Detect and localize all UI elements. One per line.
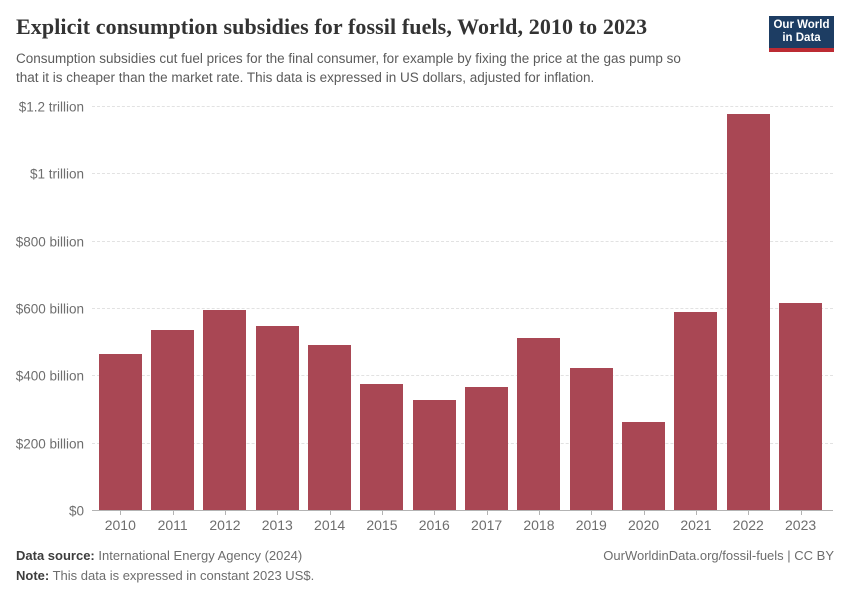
y-tick-label: $400 billion	[15, 368, 84, 384]
x-tick-label-2010: 2010	[104, 517, 136, 533]
x-tick-label-2012: 2012	[209, 517, 241, 533]
x-tick-2012	[224, 511, 226, 515]
gridline-400	[92, 375, 833, 377]
gridline-1200	[92, 106, 833, 107]
gridline-600	[92, 308, 833, 309]
bar-2015[interactable]	[360, 383, 404, 510]
data-source-label: Data source:	[16, 548, 95, 563]
data-source-value: International Energy Agency (2024)	[98, 548, 303, 563]
x-tick-2023	[800, 511, 802, 515]
bar-2017[interactable]	[465, 387, 509, 510]
owid-logo: Our World in Data	[769, 16, 834, 52]
bar-2014[interactable]	[308, 345, 352, 510]
bar-2023[interactable]	[779, 302, 823, 510]
bar-2020[interactable]	[622, 421, 666, 510]
x-tick-2016	[434, 511, 436, 515]
x-tick-2021	[695, 511, 697, 515]
gridline-1000	[92, 173, 833, 175]
bar-2011[interactable]	[151, 329, 195, 510]
y-tick-label: $1 trillion	[29, 166, 84, 182]
x-tick-2017	[486, 511, 488, 515]
x-tick-2015	[381, 511, 383, 515]
x-axis-line	[92, 510, 833, 511]
x-tick-label-2017: 2017	[471, 517, 503, 533]
x-tick-2020	[643, 511, 645, 515]
bar-2012[interactable]	[203, 309, 247, 510]
gridline-200	[92, 442, 833, 444]
x-tick-label-2013: 2013	[261, 517, 293, 533]
footer-source-note: Data source: International Energy Agency…	[16, 546, 314, 586]
x-tick-label-2014: 2014	[314, 517, 346, 533]
bar-2018[interactable]	[517, 337, 561, 510]
x-tick-2014	[329, 511, 331, 515]
chart-title: Explicit consumption subsidies for fossi…	[16, 14, 648, 39]
y-tick-label: $600 billion	[15, 301, 84, 317]
x-tick-label-2019: 2019	[575, 517, 607, 533]
x-tick-2019	[591, 511, 593, 515]
x-tick-label-2018: 2018	[523, 517, 555, 533]
note-label: Note:	[16, 568, 50, 583]
owid-logo-line1: Our World	[773, 19, 830, 31]
x-tick-2022	[748, 511, 750, 515]
y-tick-label: $1.2 trillion	[18, 99, 84, 115]
y-tick-label: $200 billion	[15, 436, 84, 452]
data-source-line: Data source: International Energy Agency…	[16, 546, 314, 566]
y-tick-label: $0	[68, 503, 84, 519]
owid-logo-line2: in Data	[782, 32, 821, 44]
x-tick-label-2022: 2022	[732, 517, 764, 533]
credit-link: OurWorldinData.org/fossil-fuels | CC BY	[603, 548, 834, 563]
x-tick-label-2011: 2011	[157, 517, 188, 533]
x-tick-2013	[277, 511, 279, 515]
bar-2021[interactable]	[674, 312, 718, 510]
bar-2010[interactable]	[98, 353, 142, 510]
bar-2019[interactable]	[569, 368, 613, 510]
note-line: Note: This data is expressed in constant…	[16, 566, 314, 586]
y-tick-label: $800 billion	[15, 234, 84, 250]
x-tick-label-2016: 2016	[418, 517, 450, 533]
plot-area: 2010 2011 2012 2013 2014 2015 2016 2017 2018 2019…	[92, 106, 833, 533]
y-axis-labels: $0 $200 billion $400 billion $600 billion $8…	[0, 100, 84, 519]
x-tick-label-2023: 2023	[785, 517, 817, 533]
x-tick-label-2015: 2015	[366, 517, 398, 533]
gridline-800	[92, 240, 833, 242]
bar-2022[interactable]	[726, 114, 770, 510]
x-tick-2010	[120, 511, 122, 515]
note-value: This data is expressed in constant 2023 …	[52, 568, 315, 583]
x-tick-2011	[172, 511, 174, 515]
chart-subtitle: Consumption subsidies cut fuel prices fo…	[16, 51, 681, 85]
x-tick-label-2020: 2020	[628, 517, 660, 533]
bar-2016[interactable]	[412, 399, 456, 510]
x-tick-label-2021: 2021	[680, 517, 712, 533]
x-tick-2018	[538, 511, 540, 515]
bar-2013[interactable]	[255, 325, 299, 510]
